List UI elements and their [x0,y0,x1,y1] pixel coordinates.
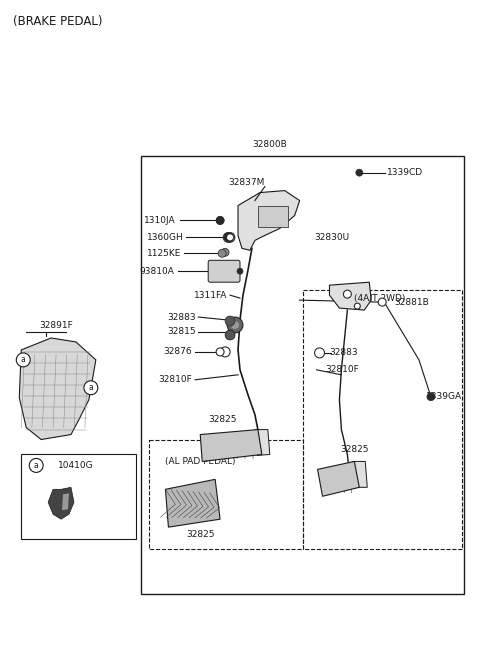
Circle shape [29,459,43,472]
Text: a: a [34,461,38,470]
Text: 32825: 32825 [186,529,215,539]
Text: 10410G: 10410G [58,461,94,470]
FancyBboxPatch shape [208,260,240,282]
Circle shape [84,380,98,395]
Text: 32881B: 32881B [394,298,429,306]
Circle shape [237,268,243,274]
Bar [302,290,462,549]
Text: 32825: 32825 [340,445,369,454]
Text: (4A/T 2WD): (4A/T 2WD) [353,294,405,302]
Text: 32825: 32825 [208,415,236,424]
Circle shape [356,169,363,176]
Polygon shape [200,430,262,461]
Text: (BRAKE PEDAL): (BRAKE PEDAL) [13,15,103,28]
Text: 32815: 32815 [168,327,196,337]
Bar [21,455,136,539]
Circle shape [221,249,229,256]
Text: 32891F: 32891F [39,321,73,330]
Text: 1339GA: 1339GA [426,392,462,401]
Circle shape [343,290,351,298]
Polygon shape [62,493,69,510]
Text: 32883: 32883 [168,312,196,321]
Bar [141,155,464,594]
Polygon shape [48,487,74,519]
Circle shape [223,232,233,242]
Text: 1310JA: 1310JA [144,216,175,225]
Circle shape [220,347,230,357]
Text: (AL PAD PEDAL): (AL PAD PEDAL) [165,457,236,466]
Polygon shape [318,461,360,497]
Circle shape [216,216,224,224]
Polygon shape [255,430,270,455]
Circle shape [216,216,224,224]
Bar [148,440,302,549]
Bar [258,205,288,228]
Circle shape [227,317,243,333]
Text: 32876: 32876 [164,348,192,356]
Circle shape [231,321,239,329]
Text: 1360GH: 1360GH [146,233,183,242]
Circle shape [227,234,233,240]
Circle shape [314,348,324,358]
Circle shape [354,303,360,309]
Text: 1125KE: 1125KE [147,249,181,258]
Circle shape [216,348,224,356]
Polygon shape [329,282,371,310]
Text: 1339CD: 1339CD [387,168,423,177]
Text: 93810A: 93810A [140,267,174,276]
Circle shape [378,298,386,306]
Text: 32800B: 32800B [252,140,287,149]
Polygon shape [166,480,220,527]
Circle shape [225,330,235,340]
Polygon shape [19,338,96,440]
Text: a: a [88,383,93,392]
Polygon shape [238,191,300,251]
Polygon shape [352,461,367,487]
Text: a: a [21,356,25,364]
Text: 32837M: 32837M [229,178,265,187]
Text: 32810F: 32810F [325,365,360,375]
Text: 32810F: 32810F [158,375,192,384]
Circle shape [16,353,30,367]
Circle shape [427,393,435,401]
Text: 32830U: 32830U [314,233,350,242]
Text: 32883: 32883 [329,348,358,358]
Circle shape [225,232,235,242]
Circle shape [225,316,235,326]
Circle shape [218,249,226,257]
Text: 1311FA: 1311FA [194,291,227,300]
